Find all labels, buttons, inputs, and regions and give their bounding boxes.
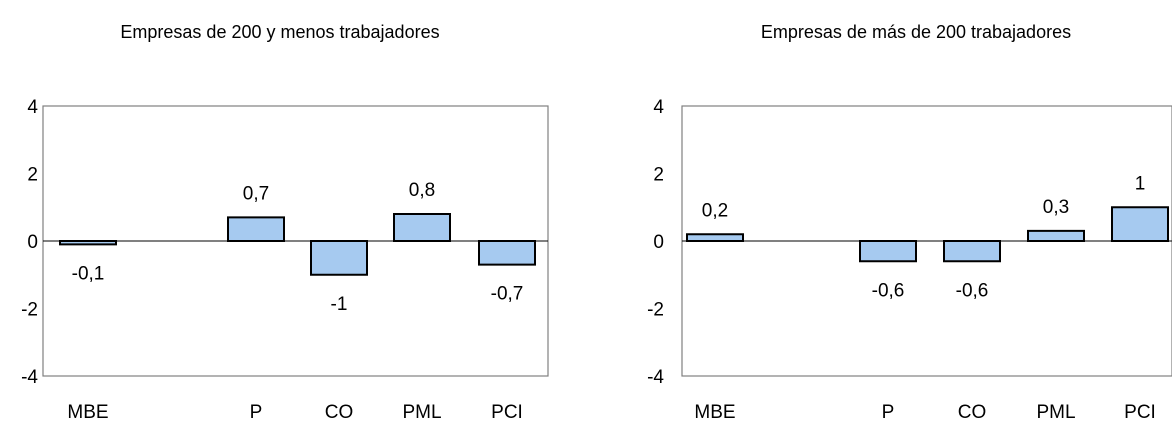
y-tick-label: 4 (27, 97, 38, 118)
data-label: -0,7 (491, 284, 524, 305)
x-tick-label: CO (325, 402, 354, 423)
y-tick-label: 0 (653, 232, 664, 253)
x-tick-label: PML (402, 402, 441, 423)
y-tick-label: 0 (27, 232, 38, 253)
x-tick-label: P (882, 402, 895, 423)
y-tick-label: -2 (21, 300, 38, 321)
bar (478, 240, 536, 266)
data-label: -0,1 (72, 263, 105, 284)
x-tick-label: PML (1036, 402, 1075, 423)
y-tick-label: 2 (27, 165, 38, 186)
y-tick-label: -4 (647, 367, 664, 388)
y-tick-label: 2 (653, 165, 664, 186)
bar (859, 240, 917, 263)
y-tick-label: -4 (21, 367, 38, 388)
data-label: 0,7 (243, 183, 269, 204)
chart-2: Empresas de más de 200 trabajadores 4 2 0 -2… (647, 22, 1172, 423)
chart-1: Empresas de 200 y menos trabajadores 4 2 0 -… (21, 22, 549, 423)
x-tick-label: PCI (491, 402, 523, 423)
data-label: -0,6 (956, 280, 989, 301)
bar (943, 240, 1001, 263)
x-tick-label: CO (958, 402, 987, 423)
chart-title: Empresas de más de 200 trabajadores (761, 22, 1071, 42)
y-tick-label: 4 (653, 97, 664, 118)
data-label: 0,2 (702, 200, 728, 221)
bar (393, 213, 451, 242)
data-label: -0,6 (872, 280, 905, 301)
x-tick-label: MBE (67, 402, 108, 423)
bar (227, 216, 285, 242)
bar (59, 240, 117, 246)
y-tick-label: -2 (647, 300, 664, 321)
x-tick-label: P (250, 402, 263, 423)
bar (686, 233, 744, 242)
chart-title: Empresas de 200 y menos trabajadores (120, 22, 439, 42)
bar (1111, 206, 1169, 242)
x-tick-label: PCI (1124, 402, 1156, 423)
bar (310, 240, 368, 276)
x-tick-label: MBE (694, 402, 735, 423)
data-label: 0,3 (1043, 197, 1069, 218)
data-label: -1 (331, 294, 348, 315)
data-label: 1 (1135, 173, 1146, 194)
bar (1027, 229, 1085, 242)
data-label: 0,8 (409, 180, 435, 201)
